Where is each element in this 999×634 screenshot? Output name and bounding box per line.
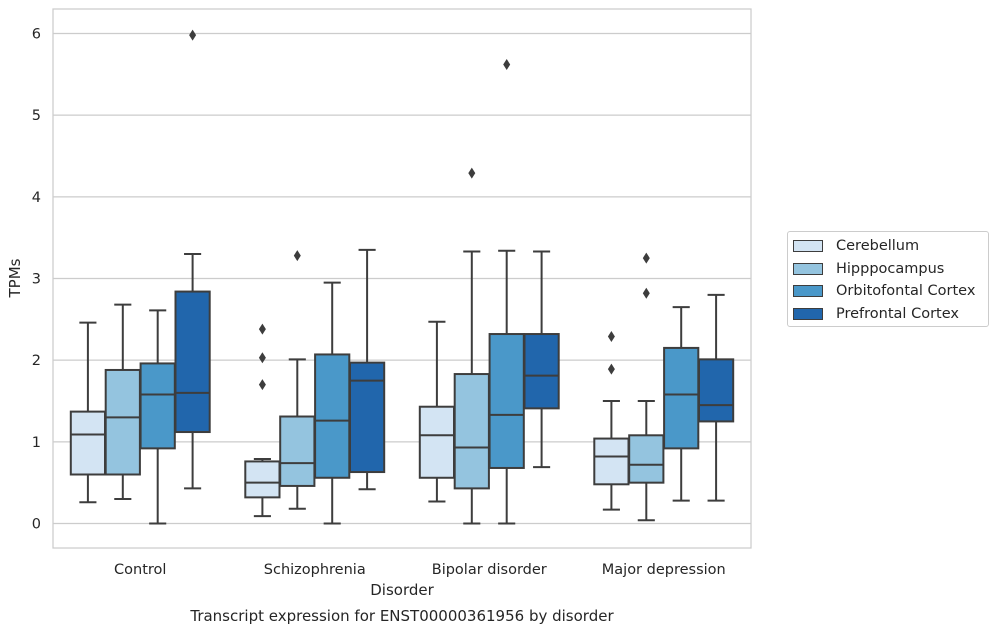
outlier-bipolar-disorder-orbitofontal-cortex-0 [503, 59, 511, 71]
box-major-depression-hipppocampus [628, 252, 665, 522]
box-iqr-bipolar-disorder-prefrontal-cortex [523, 333, 560, 410]
box-schizophrenia-orbitofontal-cortex [314, 281, 351, 525]
box-iqr-control-hipppocampus [104, 368, 141, 476]
box-iqr-major-depression-cerebellum [593, 437, 630, 486]
y-tick-label-4: 4 [32, 190, 41, 206]
legend-item-hippocampus: Hipppocampus [793, 258, 988, 281]
y-tick-label-2: 2 [32, 353, 41, 369]
legend-swatch-cerebellum [793, 240, 823, 253]
box-schizophrenia-prefrontal-cortex [348, 248, 386, 491]
box-iqr-schizophrenia-hipppocampus [279, 415, 316, 487]
box-iqr-bipolar-disorder-orbitofontal-cortex [488, 333, 525, 469]
legend: Cerebellum Hipppocampus Orbitofontal Cor… [787, 231, 989, 327]
box-layer [69, 29, 735, 525]
box-major-depression-cerebellum [593, 330, 630, 511]
y-axis-label: TPMs [6, 258, 24, 298]
x-axis-label: Disorder [370, 581, 434, 599]
y-tick-label-5: 5 [32, 108, 41, 124]
box-iqr-major-depression-orbitofontal-cortex [663, 346, 700, 450]
legend-label-cerebellum: Cerebellum [836, 238, 920, 255]
x-tick-label-major-depression: Major depression [602, 562, 726, 578]
outlier-major-depression-hipppocampus-0 [642, 287, 650, 299]
chart-title: Transcript expression for ENST0000036195… [189, 607, 614, 625]
y-tick-label-6: 6 [32, 27, 41, 43]
box-iqr-control-prefrontal-cortex [174, 290, 211, 434]
outlier-schizophrenia-cerebellum-2 [258, 323, 266, 335]
legend-label-hippocampus: Hipppocampus [836, 260, 945, 277]
outlier-schizophrenia-cerebellum-1 [258, 352, 266, 364]
legend-label-prefrontal-cortex: Prefrontal Cortex [836, 305, 959, 322]
outlier-major-depression-cerebellum-0 [607, 363, 615, 375]
legend-item-cerebellum: Cerebellum [793, 235, 988, 258]
legend-swatch-prefrontal-cortex [793, 307, 823, 320]
box-iqr-major-depression-hipppocampus [628, 434, 665, 484]
box-iqr-control-orbitofontal-cortex [139, 362, 176, 450]
box-iqr-major-depression-prefrontal-cortex [697, 358, 735, 423]
box-control-prefrontal-cortex [174, 29, 211, 490]
box-bipolar-disorder-cerebellum [418, 320, 456, 503]
legend-item-orbitofrontal-cortex: Orbitofontal Cortex [793, 280, 988, 303]
outlier-major-depression-cerebellum-1 [607, 330, 615, 342]
x-tick-label-schizophrenia: Schizophrenia [264, 562, 366, 578]
outlier-schizophrenia-cerebellum-0 [258, 379, 266, 391]
legend-swatch-orbitofrontal-cortex [793, 285, 823, 298]
box-iqr-schizophrenia-cerebellum [244, 460, 281, 499]
box-iqr-bipolar-disorder-hipppocampus [453, 373, 490, 490]
box-major-depression-orbitofontal-cortex [663, 306, 700, 502]
outlier-major-depression-hipppocampus-1 [642, 252, 650, 264]
legend-item-prefrontal-cortex: Prefrontal Cortex [793, 303, 988, 326]
outlier-control-prefrontal-cortex-0 [189, 29, 197, 41]
x-tick-label-control: Control [114, 562, 166, 578]
y-tick-label-1: 1 [32, 435, 41, 451]
y-tick-label-0: 0 [32, 517, 41, 533]
box-iqr-schizophrenia-prefrontal-cortex [348, 361, 386, 474]
outlier-schizophrenia-hipppocampus-0 [293, 250, 301, 262]
box-major-depression-prefrontal-cortex [697, 293, 735, 502]
legend-swatch-hippocampus [793, 262, 823, 275]
x-tick-labels: Control Schizophrenia Bipolar disorder Majo… [114, 562, 726, 578]
x-tick-label-bipolar-disorder: Bipolar disorder [432, 562, 547, 578]
box-control-orbitofontal-cortex [139, 309, 176, 525]
box-iqr-schizophrenia-orbitofontal-cortex [314, 353, 351, 479]
y-tick-label-3: 3 [32, 272, 41, 288]
y-tick-labels: 0 1 2 3 4 5 6 [32, 27, 41, 533]
legend-label-orbitofrontal-cortex: Orbitofontal Cortex [836, 283, 976, 300]
box-iqr-bipolar-disorder-cerebellum [418, 405, 456, 479]
box-bipolar-disorder-prefrontal-cortex [523, 250, 560, 469]
box-iqr-control-cerebellum [69, 410, 107, 476]
box-control-cerebellum [69, 321, 107, 504]
outlier-bipolar-disorder-hipppocampus-0 [468, 167, 476, 179]
box-bipolar-disorder-orbitofontal-cortex [488, 59, 525, 525]
